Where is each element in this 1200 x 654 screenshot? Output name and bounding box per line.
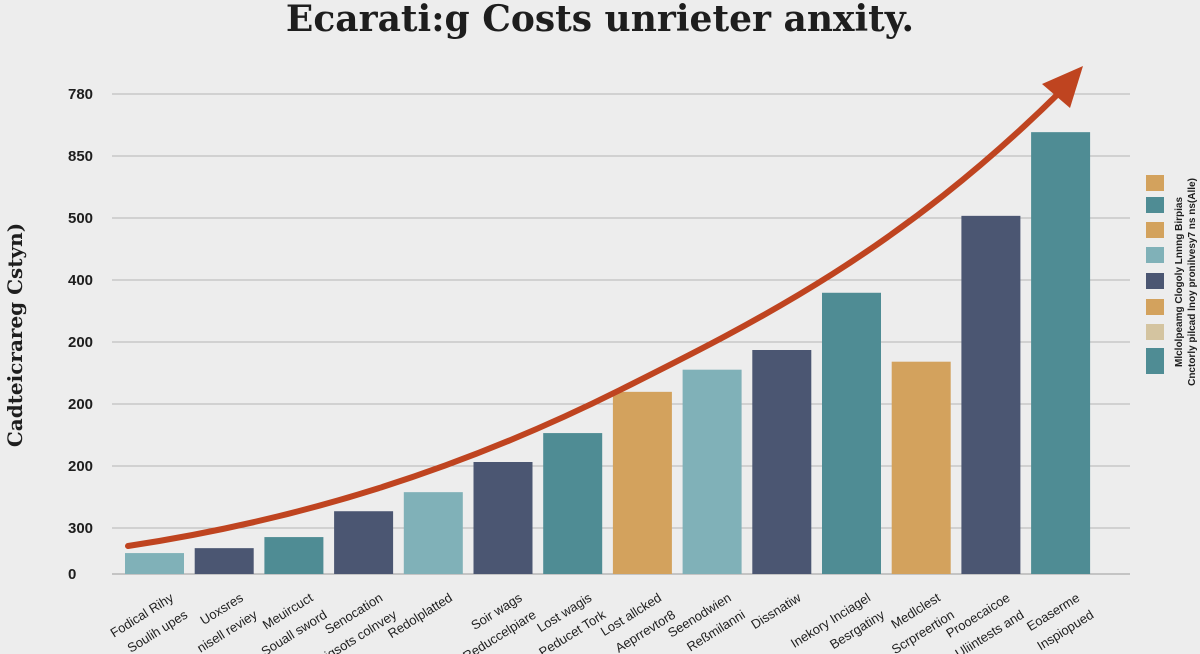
- y-tick-label: 0: [68, 566, 76, 583]
- legend-swatch: [1146, 299, 1164, 315]
- legend-swatch: [1146, 222, 1164, 238]
- bar: [264, 537, 324, 574]
- legend: Mlclolpeamg Clogoly Lnnng Birpias Cnctorl…: [1146, 175, 1198, 386]
- y-tick-label: 850: [68, 148, 93, 165]
- bar: [961, 215, 1021, 574]
- y-tick-label: 500: [68, 210, 93, 227]
- bar: [403, 492, 463, 574]
- trend-line: [125, 89, 1063, 549]
- legend-swatch: [1146, 175, 1164, 191]
- bar: [612, 391, 672, 574]
- bar: [473, 462, 533, 574]
- legend-swatch: [1146, 197, 1164, 213]
- bar: [125, 553, 184, 574]
- trend-arrow: [125, 66, 1083, 549]
- bar: [891, 361, 951, 574]
- y-tick-label: 300: [68, 520, 93, 537]
- legend-label: Cnctorly pilcad lnoy pronilvesy7 ns ns(A…: [1187, 178, 1198, 386]
- y-tick-label: 200: [68, 334, 93, 351]
- y-tick-labels: 0 300 200 200 200 400 500 850 780: [68, 86, 93, 583]
- bar: [822, 292, 881, 574]
- bar: [1031, 132, 1091, 574]
- legend-swatch: [1146, 273, 1164, 289]
- y-tick-label: 780: [68, 86, 93, 103]
- x-tick-label: Dissnatiw: [748, 589, 804, 632]
- bars: [125, 132, 1091, 574]
- bar: [194, 548, 254, 574]
- bar: [543, 433, 603, 574]
- bar: [682, 369, 742, 574]
- legend-swatch: [1146, 324, 1164, 340]
- y-tick-label: 200: [68, 396, 93, 413]
- bar: [752, 350, 812, 574]
- y-tick-label: 200: [68, 458, 93, 475]
- gridlines: [112, 93, 1130, 575]
- legend-swatch: [1146, 348, 1164, 374]
- legend-label: Mlclolpeamg Clogoly Lnnng Birpias: [1174, 197, 1185, 367]
- y-axis-label: Cadteicrareg Cstyn): [3, 223, 27, 447]
- bar: [334, 511, 394, 574]
- y-tick-label: 400: [68, 272, 93, 289]
- chart-title: Ecaratі:g Costs unrieter anxity.: [285, 0, 915, 40]
- arrowhead-icon: [1042, 66, 1083, 108]
- legend-swatch: [1146, 247, 1164, 263]
